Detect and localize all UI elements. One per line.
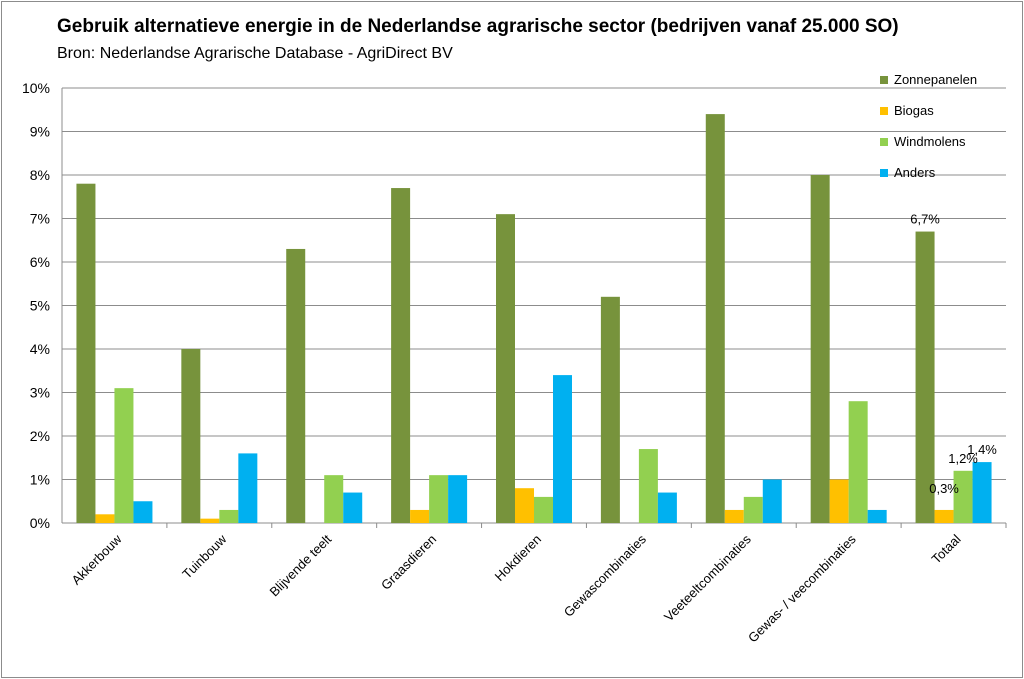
bar-anders [133,501,153,523]
chart-legend: Zonnepanelen Biogas Windmolens Anders [880,64,977,188]
legend-swatch [880,75,888,84]
x-tick-label: Veeteeltcombinaties [661,531,754,624]
bar-zonnepanelen [496,214,515,523]
bar-zonnepanelen [76,183,96,523]
legend-label: Zonnepanelen [894,72,978,87]
bar-zonnepanelen [181,349,201,523]
bar-zonnepanelen [915,231,935,524]
legend-item: Anders [880,157,977,188]
legend-label: Anders [894,165,936,180]
y-tick-label: 3% [30,385,50,401]
bar-biogas [724,509,744,523]
bar-zonnepanelen [391,188,411,524]
bar-biogas [95,514,115,523]
legend-item: Biogas [880,95,977,126]
x-tick-label: Graasdieren [378,532,439,593]
bar-windmolens [953,470,973,523]
y-tick-label: 7% [30,211,50,227]
data-label: 1,2% [948,451,978,466]
y-tick-label: 9% [30,124,50,140]
chart-subtitle: Bron: Nederlandse Agrarische Database - … [57,45,453,62]
bar-anders [867,509,887,523]
bar-biogas [200,518,220,523]
bar-windmolens [848,401,868,523]
x-tick-label: Hokdieren [492,532,545,585]
legend-swatch [880,106,888,115]
bar-anders [343,492,363,523]
y-tick-label: 5% [30,298,50,314]
bar-anders [972,462,992,523]
bar-windmolens [324,475,344,523]
x-tick-label: Akkerbouw [68,531,125,588]
legend-item: Windmolens [880,126,977,157]
legend-label: Windmolens [894,134,966,149]
bar-windmolens [114,388,134,523]
bar-windmolens [534,496,553,523]
bar-zonnepanelen [286,248,306,523]
y-tick-label: 1% [30,472,50,488]
bar-biogas [829,479,849,523]
bar-zonnepanelen [705,114,725,523]
y-tick-label: 2% [30,428,50,444]
x-tick-label: Gewascombinaties [561,531,650,620]
y-tick-label: 8% [30,167,50,183]
bar-biogas [515,488,534,523]
bar-windmolens [743,496,763,523]
legend-item: Zonnepanelen [880,64,977,95]
bar-anders [553,375,572,523]
data-label: 1,4% [967,442,997,457]
bar-anders [657,492,677,523]
legend-swatch [880,137,888,146]
bar-biogas [410,509,430,523]
x-tick-label: Tuinbouw [179,531,230,582]
y-tick-label: 10% [22,80,50,96]
bar-windmolens [638,449,658,523]
bar-zonnepanelen [810,175,830,523]
bar-anders [762,479,782,523]
legend-label: Biogas [894,103,934,118]
x-tick-label: Gewas- / veecombinaties [745,531,859,645]
bar-windmolens [429,475,449,523]
y-tick-label: 4% [30,341,50,357]
y-tick-label: 0% [30,515,50,531]
legend-swatch [880,168,888,177]
bar-biogas [934,509,954,523]
bar-zonnepanelen [600,296,620,523]
x-tick-label: Blijvende teelt [266,531,334,599]
data-label: 6,7% [910,212,940,227]
bar-anders [448,475,468,523]
chart-title: Gebruik alternatieve energie in de Neder… [57,16,899,37]
x-tick-label: Totaal [929,531,964,566]
y-tick-label: 6% [30,254,50,270]
data-label: 0,3% [929,481,959,496]
bar-anders [238,453,258,523]
bar-windmolens [219,509,239,523]
